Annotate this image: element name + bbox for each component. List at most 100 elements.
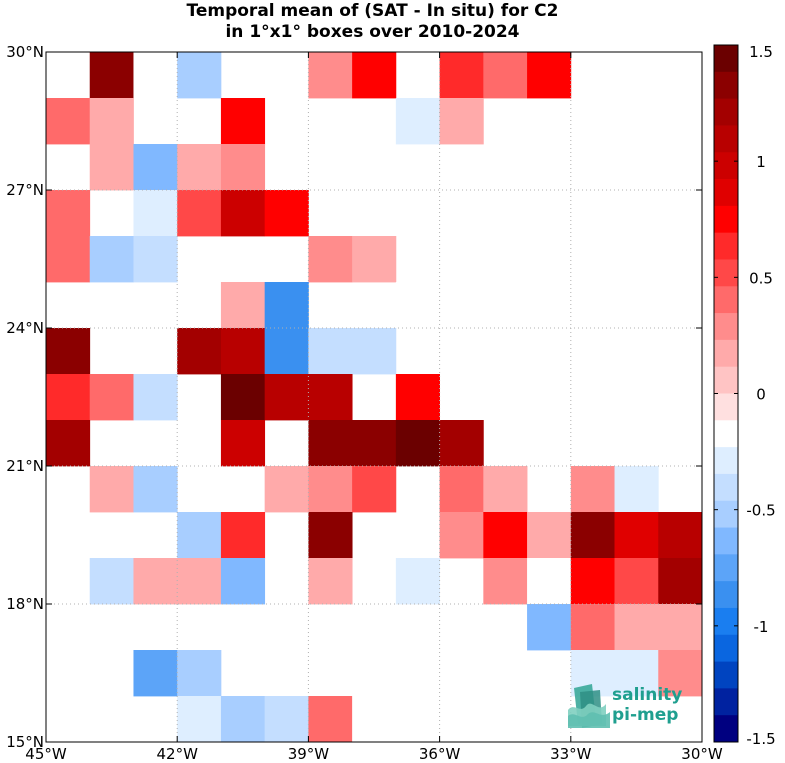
heatmap-cell bbox=[89, 466, 134, 513]
heatmap-cell bbox=[89, 236, 134, 283]
colorbar-segment bbox=[714, 205, 738, 234]
heatmap-cell bbox=[614, 512, 659, 559]
heatmap-cell bbox=[658, 558, 703, 605]
heatmap-cell bbox=[439, 466, 484, 513]
heatmap-cell bbox=[177, 512, 222, 559]
heatmap-cell bbox=[220, 144, 266, 191]
colorbar-segment bbox=[714, 527, 738, 555]
colorbar-tick-label: 1.5 bbox=[749, 43, 773, 61]
x-tick-label: 42°W bbox=[156, 745, 198, 763]
heatmap-cell bbox=[177, 144, 222, 191]
heatmap-cell bbox=[89, 558, 134, 605]
heatmap-cell bbox=[308, 558, 353, 605]
colorbar-segment bbox=[714, 393, 738, 421]
plot-frame bbox=[45, 51, 703, 743]
heatmap-cell bbox=[133, 374, 178, 421]
heatmap-cell bbox=[264, 696, 309, 743]
heatmap-cell bbox=[308, 374, 353, 421]
heatmap-cell bbox=[264, 282, 309, 329]
colorbar-segment bbox=[714, 339, 738, 368]
colorbar-segment bbox=[714, 688, 738, 716]
colorbar-segment bbox=[714, 286, 738, 314]
heatmap-cell bbox=[308, 696, 353, 743]
heatmap-cell bbox=[220, 512, 266, 559]
x-tick-label: 39°W bbox=[288, 745, 330, 763]
colorbar-segment bbox=[714, 259, 738, 287]
heatmap-cell bbox=[220, 420, 266, 467]
heatmap-cell bbox=[133, 558, 178, 605]
x-tick-label: 45°W bbox=[25, 745, 67, 763]
colorbar-segment bbox=[714, 661, 738, 689]
x-tick-label: 30°W bbox=[681, 745, 723, 763]
colorbar-segment bbox=[714, 715, 738, 743]
heatmap-cell bbox=[46, 328, 91, 375]
heatmap-cell bbox=[177, 696, 222, 743]
heatmap-cell bbox=[133, 52, 178, 99]
colorbar-segment bbox=[714, 473, 738, 502]
heatmap-cell bbox=[220, 190, 266, 237]
heatmap-cell bbox=[614, 604, 659, 651]
y-tick-label: 27°N bbox=[6, 181, 44, 199]
heatmap-cell bbox=[46, 98, 91, 145]
heatmap-cell bbox=[527, 52, 572, 99]
heatmap-cell bbox=[658, 604, 703, 651]
heatmap-cell bbox=[46, 236, 91, 283]
colorbar-tick-label: -0.5 bbox=[746, 502, 775, 520]
colorbar-tick-label: 0 bbox=[756, 386, 766, 404]
colorbar-segment bbox=[714, 366, 738, 394]
colorbar-segment bbox=[714, 98, 738, 126]
heatmap-cell bbox=[308, 512, 353, 559]
y-tick-label: 21°N bbox=[6, 457, 44, 475]
colorbar-segment bbox=[714, 581, 738, 609]
heatmap-cell bbox=[570, 512, 615, 559]
heatmap-cell bbox=[352, 466, 397, 513]
heatmap-cell bbox=[527, 604, 572, 651]
salinity-pi-mep-logo bbox=[566, 684, 696, 734]
heatmap-cell bbox=[483, 558, 528, 605]
wave-logo-icon bbox=[568, 684, 610, 728]
heatmap-cell bbox=[46, 190, 91, 237]
chart-subtitle: in 1°x1° boxes over 2010-2024 bbox=[225, 22, 520, 42]
heatmap-cell bbox=[220, 282, 266, 329]
heatmap-cell bbox=[220, 98, 266, 145]
heatmap-cell bbox=[483, 466, 528, 513]
x-axis: 45°W 42°W 39°W 36°W 33°W 30°W bbox=[25, 52, 723, 763]
y-tick-label: 30°N bbox=[6, 43, 44, 61]
heatmap-cell bbox=[352, 236, 397, 283]
heatmap-cells bbox=[46, 52, 703, 743]
heatmap-cell bbox=[220, 328, 266, 375]
heatmap-cell bbox=[264, 466, 309, 513]
heatmap-cell bbox=[133, 236, 178, 283]
y-tick-label: 24°N bbox=[6, 319, 44, 337]
heatmap-cell bbox=[614, 650, 659, 697]
colorbar-segment bbox=[714, 232, 738, 260]
heatmap-cell bbox=[395, 282, 440, 329]
heatmap-cell bbox=[439, 52, 484, 99]
heatmap-cell bbox=[177, 52, 222, 99]
heatmap-cell bbox=[308, 328, 353, 375]
colorbar-segment bbox=[714, 179, 738, 207]
heatmap-cell bbox=[89, 144, 134, 191]
colorbar-segment bbox=[714, 500, 738, 528]
heatmap-cell bbox=[483, 52, 528, 99]
heatmap-cell bbox=[614, 558, 659, 605]
heatmap-cell bbox=[46, 420, 91, 467]
heatmap-cell bbox=[220, 374, 266, 421]
colorbar-tick-label: -1 bbox=[754, 618, 769, 636]
heatmap-cell bbox=[46, 374, 91, 421]
heatmap-cell bbox=[133, 190, 178, 237]
colorbar-segment bbox=[714, 607, 738, 636]
colorbar-segment bbox=[714, 152, 738, 180]
heatmap-cell bbox=[439, 98, 484, 145]
heatmap-cell bbox=[308, 466, 353, 513]
heatmap-cell bbox=[570, 466, 615, 513]
y-tick-label: 18°N bbox=[6, 595, 44, 613]
heatmap-cell bbox=[439, 512, 484, 559]
logo-text-pi-mep: pi-mep bbox=[612, 705, 679, 725]
colorbar-segment bbox=[714, 45, 738, 73]
heatmap-cell bbox=[570, 604, 615, 651]
heatmap-cell bbox=[264, 374, 309, 421]
heatmap-cell bbox=[220, 558, 266, 605]
heatmap-cell bbox=[395, 98, 440, 145]
heatmap-cell bbox=[352, 420, 397, 467]
